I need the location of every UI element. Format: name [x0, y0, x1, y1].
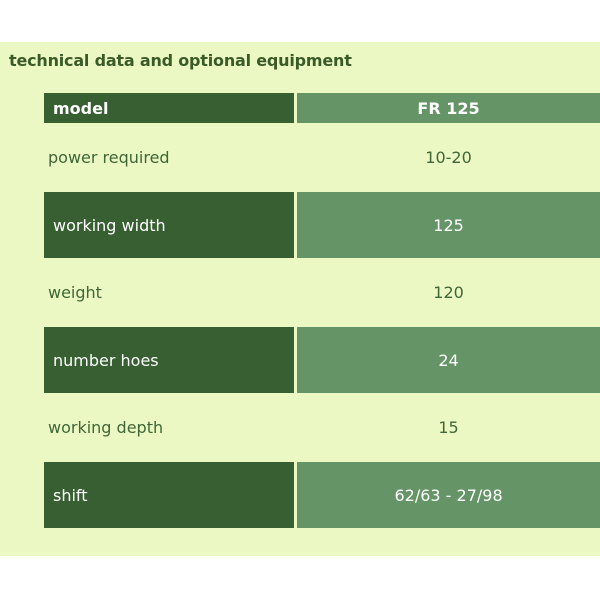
row-value-shift: 62/63 - 27/98 — [297, 462, 600, 528]
row-label-working-width: working width — [44, 192, 298, 258]
row-value-working-depth: 15 — [438, 418, 459, 437]
table-row: number hoes 24 — [44, 327, 600, 393]
table-header-row: model FR 125 — [44, 93, 600, 123]
table-row: power required 10-20 — [44, 123, 600, 192]
row-label-power-required: power required — [48, 148, 170, 167]
row-label-working-depth: working depth — [48, 418, 164, 437]
table-row: working depth 15 — [44, 393, 600, 462]
row-value-number-hoes: 24 — [297, 327, 600, 393]
row-label-weight: weight — [48, 283, 102, 302]
technical-data-panel: technical data and optional equipment mo… — [0, 42, 600, 556]
header-model-value: FR 125 — [297, 93, 600, 123]
section-title: technical data and optional equipment — [9, 51, 352, 70]
row-label-shift: shift — [44, 462, 298, 528]
row-value-weight: 120 — [433, 283, 464, 302]
row-label-number-hoes: number hoes — [44, 327, 298, 393]
table-row: working width 125 — [44, 192, 600, 258]
table-row: weight 120 — [44, 258, 600, 327]
row-value-power-required: 10-20 — [425, 148, 472, 167]
technical-data-table: model FR 125 power required 10-20 workin… — [44, 93, 600, 528]
header-model-label: model — [44, 93, 298, 123]
row-value-working-width: 125 — [297, 192, 600, 258]
table-row: shift 62/63 - 27/98 — [44, 462, 600, 528]
